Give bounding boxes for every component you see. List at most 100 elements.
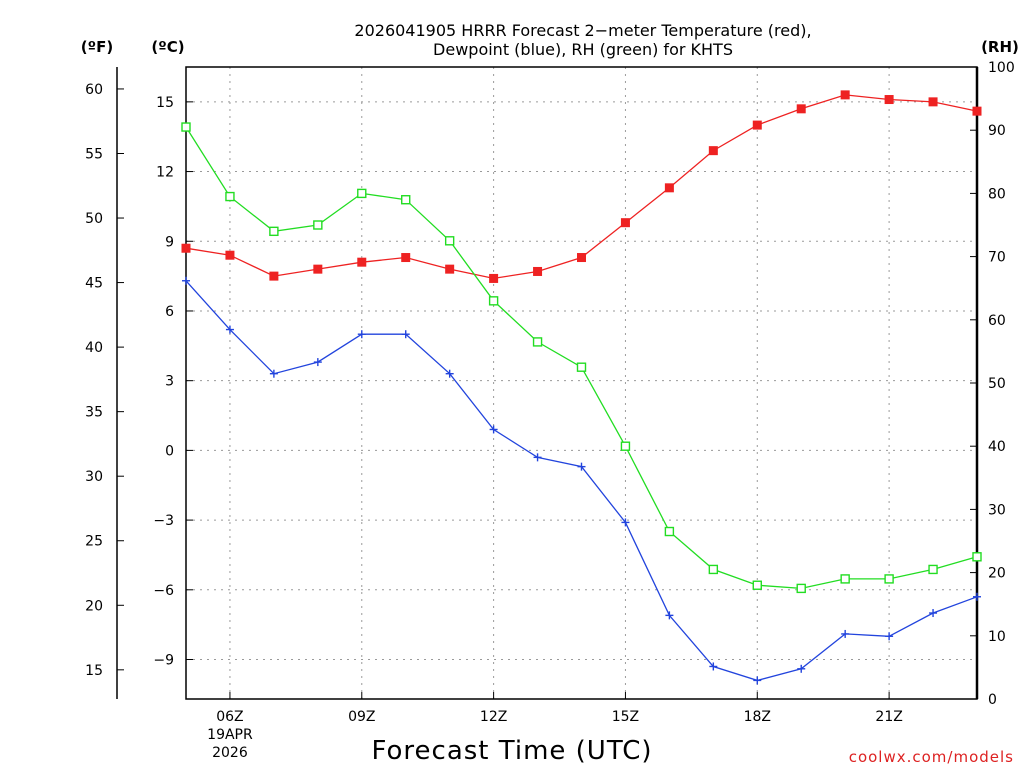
temperature-point bbox=[752, 120, 762, 130]
dewpoint-point bbox=[753, 676, 762, 685]
celsius-tick-label: −6 bbox=[153, 583, 174, 599]
dewpoint-point bbox=[445, 369, 454, 378]
rh-point bbox=[620, 441, 631, 451]
rh-tick-label: 100 bbox=[988, 60, 1015, 76]
celsius-tick-label: 0 bbox=[165, 443, 174, 459]
fahrenheit-tick-label: 50 bbox=[85, 211, 103, 227]
rh-point bbox=[401, 195, 411, 205]
rh-tick-label: 30 bbox=[988, 502, 1006, 518]
temperature-point bbox=[620, 218, 630, 228]
time-tick-label: 18Z bbox=[744, 709, 771, 725]
temperature-point bbox=[313, 264, 323, 274]
time-tick-label: 15Z bbox=[612, 709, 639, 725]
dewpoint-point bbox=[929, 609, 938, 618]
celsius-tick-label: 6 bbox=[165, 304, 174, 320]
temperature-point bbox=[884, 95, 894, 105]
dewpoint-point bbox=[885, 632, 894, 641]
rh-point bbox=[357, 188, 367, 199]
x-axis-title: Forecast Time (UTC) bbox=[371, 736, 652, 766]
rh-tick-label: 50 bbox=[988, 376, 1006, 392]
rh-tick-label: 70 bbox=[988, 250, 1006, 266]
rh-tick-label: 10 bbox=[988, 629, 1006, 645]
celsius-tick-label: 15 bbox=[156, 95, 174, 111]
year-label: 2026 bbox=[212, 745, 248, 761]
date-label: 19APR bbox=[207, 727, 253, 743]
temperature-point bbox=[269, 271, 279, 281]
fahrenheit-tick-label: 35 bbox=[85, 405, 103, 421]
rh-point bbox=[972, 552, 982, 562]
temperature-point bbox=[708, 146, 718, 156]
rh-point bbox=[664, 526, 675, 537]
rh-tick-label: 80 bbox=[988, 186, 1006, 202]
rh-tick-label: 90 bbox=[988, 123, 1006, 139]
credit-link[interactable]: coolwx.com/models bbox=[849, 748, 1014, 766]
time-tick-label: 21Z bbox=[875, 709, 902, 725]
time-tick-label: 09Z bbox=[348, 709, 375, 725]
rh-point bbox=[752, 580, 762, 590]
fahrenheit-tick-label: 20 bbox=[85, 598, 103, 614]
fahrenheit-tick-label: 15 bbox=[85, 663, 103, 679]
dewpoint-point bbox=[313, 358, 322, 367]
dewpoint-point bbox=[269, 369, 278, 378]
temperature-point bbox=[533, 266, 543, 276]
dewpoint-point bbox=[709, 662, 718, 671]
dewpoint-point bbox=[182, 276, 190, 285]
rh-tick-label: 60 bbox=[988, 313, 1006, 329]
celsius-tick-label: 3 bbox=[165, 374, 174, 390]
dewpoint-point bbox=[533, 453, 542, 462]
dewpoint-point bbox=[665, 611, 674, 620]
dewpoint-point bbox=[841, 629, 850, 638]
fahrenheit-tick-label: 45 bbox=[85, 276, 103, 292]
chart-title-line1: 2026041905 HRRR Forecast 2−meter Tempera… bbox=[354, 21, 811, 40]
dewpoint-point bbox=[797, 664, 806, 673]
rh-point bbox=[444, 236, 455, 246]
gridlines bbox=[186, 67, 977, 699]
celsius-unit-label: (ºC) bbox=[151, 38, 184, 56]
dewpoint-point bbox=[973, 592, 981, 601]
chart-title-line2: Dewpoint (blue), RH (green) for KHTS bbox=[433, 40, 733, 59]
plot-frame bbox=[185, 66, 978, 700]
celsius-axis: 15 12 9 6 3 0 −3 −6 −9 bbox=[153, 95, 193, 669]
fahrenheit-unit-label: (ºF) bbox=[81, 38, 113, 56]
temperature-line bbox=[185, 94, 978, 280]
fahrenheit-axis: 60 55 50 45 40 35 30 25 20 15 bbox=[85, 82, 124, 679]
time-tick-label: 12Z bbox=[480, 709, 507, 725]
dewpoint-point bbox=[489, 425, 498, 434]
temperature-point bbox=[796, 104, 806, 114]
rh-axis: 0 10 20 30 40 50 60 70 80 90 100 bbox=[970, 60, 1015, 708]
rh-point bbox=[840, 574, 850, 584]
rh-tick-label: 40 bbox=[988, 439, 1006, 455]
series-layer bbox=[181, 90, 982, 685]
rh-point bbox=[181, 122, 191, 132]
dewpoint-point bbox=[621, 518, 630, 527]
rh-point bbox=[928, 564, 938, 575]
fahrenheit-tick-label: 55 bbox=[85, 146, 103, 162]
dewpoint-point bbox=[401, 330, 410, 339]
rh-tick-label: 0 bbox=[988, 692, 997, 708]
rh-tick-label: 20 bbox=[988, 566, 1006, 582]
celsius-tick-label: −3 bbox=[153, 513, 174, 529]
dewpoint-point bbox=[225, 325, 234, 334]
rh-point bbox=[313, 220, 323, 230]
time-axis: 06Z 19APR 2026 09Z 12Z 15Z 18Z 21Z bbox=[207, 692, 903, 761]
rh-line bbox=[185, 126, 978, 590]
fahrenheit-tick-label: 60 bbox=[85, 82, 103, 98]
rh-unit-label: (RH) bbox=[981, 38, 1019, 56]
fahrenheit-tick-label: 25 bbox=[85, 534, 103, 550]
temperature-point bbox=[840, 90, 850, 100]
temperature-point bbox=[401, 253, 411, 263]
temperature-point bbox=[489, 273, 499, 283]
temperature-point bbox=[225, 250, 235, 260]
rh-point bbox=[532, 337, 543, 347]
celsius-tick-label: 12 bbox=[156, 165, 174, 181]
rh-point bbox=[488, 296, 499, 306]
temperature-point bbox=[928, 97, 938, 107]
rh-point bbox=[225, 191, 235, 202]
dewpoint-point bbox=[577, 462, 586, 471]
rh-point bbox=[796, 583, 806, 594]
temperature-point bbox=[972, 106, 982, 116]
temperature-point bbox=[445, 264, 455, 274]
rh-point bbox=[576, 362, 587, 372]
celsius-tick-label: 9 bbox=[165, 234, 174, 250]
